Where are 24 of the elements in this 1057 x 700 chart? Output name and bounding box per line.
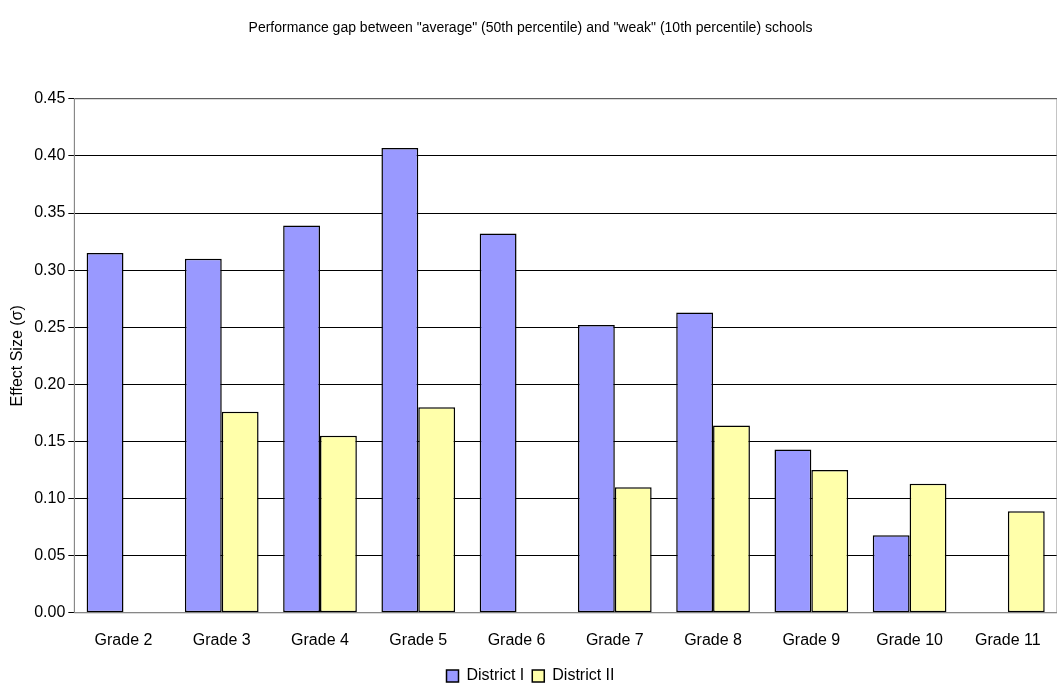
y-tick-label: 0.20 — [34, 374, 66, 392]
y-axis-title: Effect Size (σ) — [8, 305, 26, 407]
x-tick-label: Grade 5 — [389, 630, 448, 648]
legend-label: District I — [466, 666, 525, 684]
x-tick-label: Grade 7 — [585, 630, 644, 648]
y-tick-label: 0.25 — [34, 317, 66, 335]
x-tick-label: Grade 10 — [876, 630, 944, 648]
y-tick-label: 0.05 — [34, 546, 66, 564]
y-tick-label: 0.10 — [34, 488, 66, 506]
x-tick-label: Grade 8 — [684, 630, 743, 648]
y-tick-label: 0.00 — [34, 603, 66, 621]
y-tick-label: 0.40 — [34, 146, 66, 164]
chart-title: Performance gap between "average" (50th percentile) and "weak" (10th percentile) schools — [248, 19, 813, 36]
x-tick-label: Grade 9 — [782, 630, 841, 648]
x-tick-label: Grade 11 — [975, 630, 1041, 648]
x-tick-label: Grade 2 — [94, 630, 153, 648]
x-tick-label: Grade 6 — [487, 630, 546, 648]
y-tick-label: 0.15 — [34, 431, 66, 449]
y-tick-label: 0.30 — [34, 260, 66, 278]
x-tick-label: Grade 4 — [291, 630, 350, 648]
legend-label: District II — [552, 666, 615, 684]
y-tick-label: 0.35 — [34, 203, 66, 221]
x-tick-label: Grade 3 — [192, 630, 251, 648]
y-tick-label: 0.45 — [34, 89, 66, 107]
